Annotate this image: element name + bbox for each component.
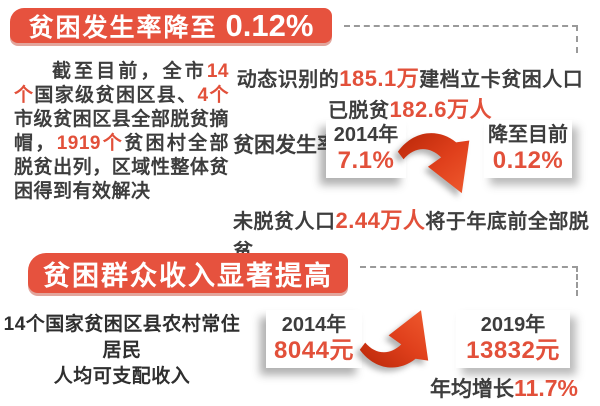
rate-now-label: 降至目前 xyxy=(488,123,568,146)
section2-title-text: 贫困群众收入显著提高 xyxy=(43,260,333,291)
rate-now-box: 降至目前 0.12% xyxy=(484,120,572,178)
highlighted-number: 14个 xyxy=(14,61,229,106)
remaining-population-line: 未脱贫人口2.44万人将于年底前全部脱贫 xyxy=(233,203,593,264)
income-description: 14个国家贫困区县农村常住居民 人均可支配收入 xyxy=(0,312,244,390)
text-segment: 动态识别的 xyxy=(236,69,340,91)
section2-title-banner: 贫困群众收入显著提高 xyxy=(28,253,348,293)
highlighted-number: 11.7% xyxy=(514,375,578,401)
annual-growth-line: 年均增长11.7% xyxy=(330,373,578,403)
text-segment: 国家级贫困区县、 xyxy=(34,85,198,106)
down-right-arrow-icon xyxy=(396,122,490,204)
section1-title-text: 贫困发生率降至 xyxy=(28,13,218,42)
income-2019-label: 2019年 xyxy=(480,313,546,336)
income-description-line1: 14个国家贫困区县农村常住居民 xyxy=(3,314,241,361)
highlighted-number: 182.6万人 xyxy=(389,97,493,122)
up-right-arrow-icon xyxy=(358,300,448,378)
section1-title-banner: 贫困发生率降至 0.12% xyxy=(10,8,332,43)
highlighted-number: 4个 xyxy=(197,85,229,106)
text-segment: 已脱贫 xyxy=(327,100,390,122)
income-description-line2: 人均可支配收入 xyxy=(53,366,191,387)
section1-title-value: 0.12% xyxy=(225,7,314,43)
text-segment: 市级贫困区县全部脱贫摘帽， xyxy=(14,109,229,154)
highlighted-number: 1919个 xyxy=(56,133,125,154)
income-2019-value: 13832元 xyxy=(466,336,560,364)
poverty-rate-label: 贫困发生率 xyxy=(233,134,338,157)
rate-now-value: 0.12% xyxy=(492,146,564,174)
highlighted-number: 2.44万人 xyxy=(335,208,426,233)
text-segment: 截至目前，全市 xyxy=(52,61,207,82)
section2-dashed-rule xyxy=(360,266,578,296)
text-segment: 贫困村全部脱贫出列，区域性整体贫困得到有效解决 xyxy=(14,133,229,202)
income-2019-box: 2019年 13832元 xyxy=(456,310,570,368)
text-segment: 年均增长 xyxy=(430,378,515,401)
income-2014-value: 8044元 xyxy=(274,336,354,364)
lifted-population-line: 已脱贫182.6万人 xyxy=(230,92,590,124)
income-2014-box: 2014年 8044元 xyxy=(266,310,362,368)
section1-dashed-rule xyxy=(344,25,578,53)
income-2014-label: 2014年 xyxy=(281,313,347,336)
rate-2014-label: 2014年 xyxy=(333,123,399,146)
text-segment: 建档立卡贫困人口 xyxy=(419,69,584,91)
text-segment: 未脱贫人口 xyxy=(233,211,336,233)
rate-2014-value: 7.1% xyxy=(337,146,395,174)
rate-2014-box: 2014年 7.1% xyxy=(326,120,406,178)
section1-summary-paragraph: 截至目前，全市14个国家级贫困区县、4个市级贫困区县全部脱贫摘帽，1919个贫困… xyxy=(14,60,229,204)
highlighted-number: 185.1万 xyxy=(339,66,420,91)
identified-population-line: 动态识别的185.1万建档立卡贫困人口 xyxy=(230,61,590,93)
